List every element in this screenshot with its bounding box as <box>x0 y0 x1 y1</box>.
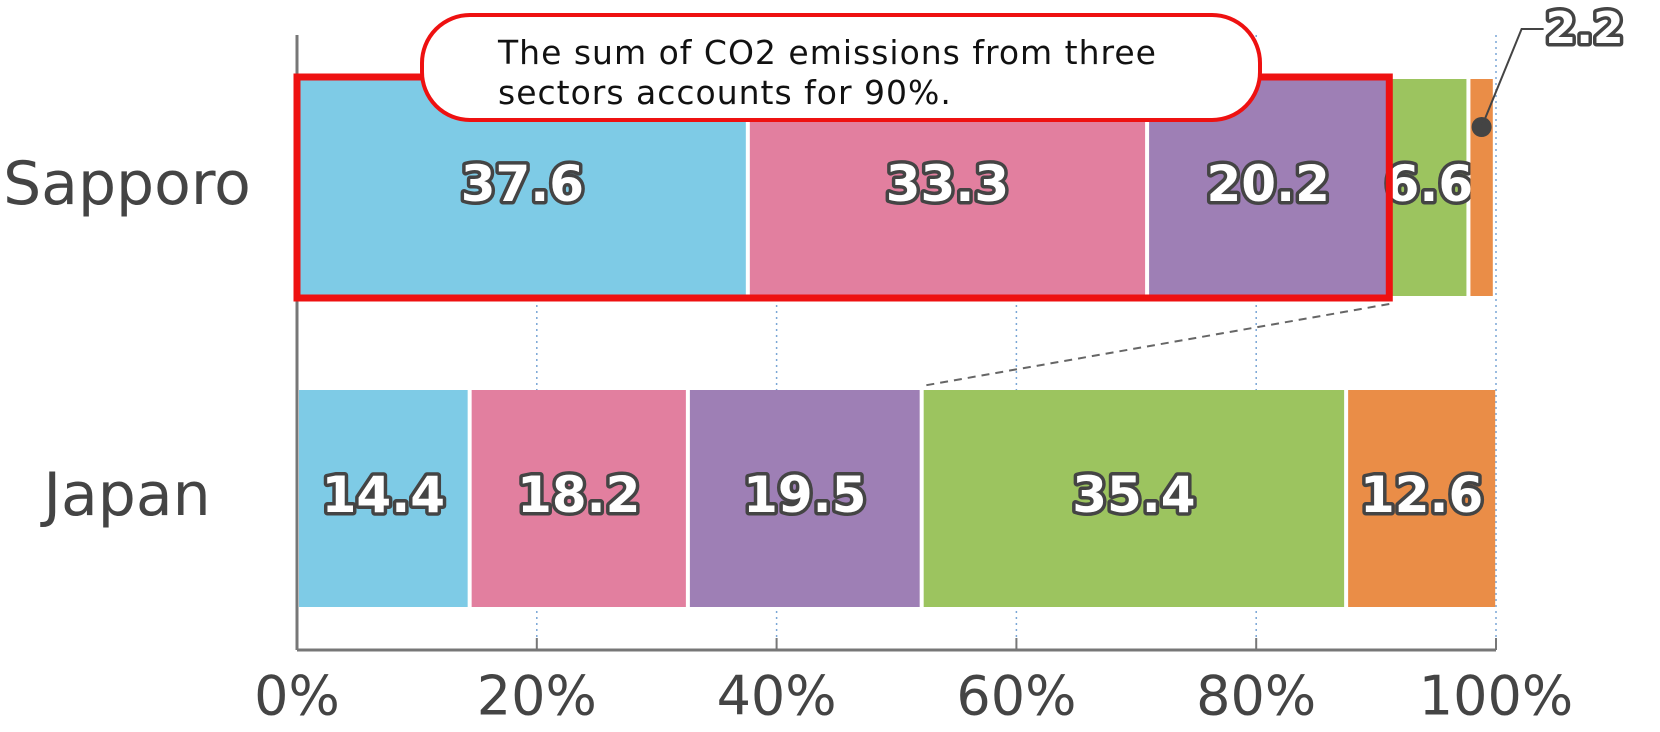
page: 0% 20% 40% 60% 80% 100% Sapporo 37.6 33.3 20.2 6.6… <box>0 0 1660 728</box>
bar-segment <box>1470 79 1492 296</box>
x-tick-label: 100% <box>1419 665 1573 728</box>
y-tick-label: Japan <box>39 460 210 530</box>
x-tick-label: 80% <box>1196 665 1316 728</box>
value-label: 18.2 <box>517 466 640 524</box>
connector <box>922 304 1390 386</box>
value-label: 33.3 <box>886 155 1009 213</box>
value-label: 2.2 <box>1546 3 1624 54</box>
annotation-box: The sum of CO2 emissions from three sect… <box>420 13 1262 122</box>
y-tick-label: Sapporo <box>3 149 251 219</box>
value-label: 20.2 <box>1207 155 1330 213</box>
value-label: 12.6 <box>1360 466 1483 524</box>
value-label: 35.4 <box>1072 466 1195 524</box>
value-label: 19.5 <box>743 466 866 524</box>
value-label: 6.6 <box>1385 155 1474 213</box>
x-tick-label: 20% <box>477 665 597 728</box>
x-tick-label: 60% <box>956 665 1076 728</box>
annotation: The sum of CO2 emissions from three sect… <box>498 33 1198 113</box>
x-tick-label: 0% <box>254 665 340 728</box>
x-tick-label: 40% <box>717 665 837 728</box>
value-label: 14.4 <box>322 466 445 524</box>
value-label: 37.6 <box>461 155 584 213</box>
